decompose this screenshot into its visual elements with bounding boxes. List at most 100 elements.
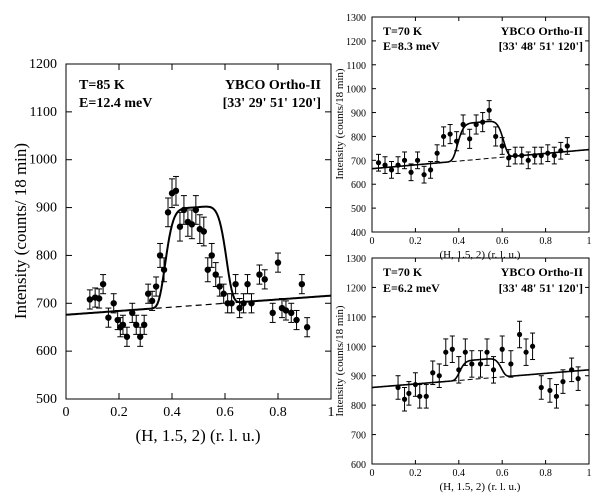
panel-bottom-right: 0 0.2 0.4 0.6 0.8 1 600 700 800 900 1000… — [334, 254, 592, 493]
annotation-temperature: T=85 K — [79, 78, 125, 93]
data-point — [269, 309, 276, 317]
tick-marks — [371, 16, 590, 233]
y-tick-label: 800 — [36, 248, 57, 263]
data-point — [298, 280, 306, 288]
data-point — [512, 152, 518, 159]
data-point — [86, 296, 94, 303]
data-point — [462, 349, 468, 355]
tick-marks — [371, 257, 590, 465]
data-point — [240, 300, 247, 307]
data-point — [454, 138, 460, 144]
data-point — [137, 333, 144, 340]
y-tick-label: 1300 — [346, 13, 366, 24]
data-point — [553, 393, 560, 399]
x-tick-label: 1 — [587, 236, 592, 247]
data-point — [140, 321, 148, 329]
data-point — [551, 152, 557, 159]
data-point — [382, 162, 388, 168]
x-tick-label: 0.2 — [409, 468, 422, 479]
x-tick-label: 0 — [370, 236, 375, 247]
y-axis-title: Intensity (counts/18 min) — [334, 68, 346, 180]
x-tick-label: 0 — [370, 468, 375, 479]
data-point — [523, 349, 529, 355]
x-tick-label: 0.4 — [453, 468, 466, 479]
data-point — [293, 316, 300, 324]
data-point — [236, 304, 243, 312]
x-tick-label: 0.2 — [110, 405, 128, 420]
data-point — [248, 300, 255, 307]
data-point — [133, 321, 140, 329]
plot-frame — [65, 63, 332, 400]
data-point — [160, 266, 168, 273]
x-tick-label: 0.6 — [496, 236, 509, 247]
data-point — [110, 300, 117, 307]
data-point — [152, 283, 160, 290]
data-point — [388, 167, 395, 173]
x-tick-label: 0 — [63, 405, 70, 420]
annotation-config: [33' 48' 51' 120'] — [499, 281, 583, 295]
y-tick-label: 800 — [351, 132, 366, 143]
data-point — [288, 309, 295, 317]
annotation-sample: YBCO Ortho-II — [501, 24, 584, 38]
y-tick-label: 400 — [351, 228, 366, 239]
y-tick-label: 1100 — [346, 313, 366, 324]
data-point — [261, 276, 268, 283]
y-tick-label: 800 — [351, 401, 366, 412]
data-point — [212, 271, 219, 278]
x-tick-label: 1 — [587, 468, 592, 479]
data-point — [148, 297, 156, 305]
data-point — [95, 295, 103, 302]
data-point — [123, 333, 131, 340]
x-tick-label: 0.8 — [539, 236, 552, 247]
annotation-config: [33' 29' 51' 120'] — [223, 96, 321, 111]
data-point — [114, 316, 121, 324]
data-point — [164, 209, 172, 216]
x-tick-label: 0.8 — [269, 405, 287, 420]
data-point — [188, 221, 196, 228]
data-point — [423, 393, 429, 399]
data-point — [144, 290, 152, 297]
data-point — [401, 157, 408, 163]
data-point — [208, 252, 215, 259]
data-point — [460, 121, 466, 128]
x-tick-label: 0.4 — [163, 405, 181, 420]
data-point — [192, 206, 200, 214]
x-tick-labels: 0 0.2 0.4 0.6 0.8 1 — [370, 236, 592, 247]
data-point — [220, 290, 227, 297]
data-point — [473, 121, 479, 128]
data-point — [172, 187, 180, 195]
data-point — [303, 324, 311, 331]
data-point — [467, 136, 473, 142]
y-tick-label: 1100 — [346, 61, 366, 72]
y-tick-label: 500 — [36, 392, 57, 407]
panel-top-right: 0 0.2 0.4 0.6 0.8 1 400 500 600 700 800 … — [334, 13, 592, 261]
data-point — [216, 283, 223, 290]
data-point — [443, 349, 449, 355]
y-tick-label: 1000 — [346, 342, 366, 353]
data-point — [506, 155, 512, 161]
data-point — [417, 393, 423, 399]
data-point — [274, 259, 282, 266]
y-tick-label: 700 — [351, 156, 366, 167]
y-tick-label: 600 — [36, 344, 57, 359]
data-point — [499, 143, 505, 149]
data-point — [412, 381, 418, 388]
y-tick-label: 900 — [351, 372, 366, 383]
x-tick-label: 0.4 — [453, 236, 466, 247]
data-point — [427, 167, 434, 173]
data-point — [282, 307, 290, 314]
annotation-temperature: T=70 K — [383, 24, 423, 38]
data-point — [119, 321, 127, 329]
y-tick-label: 600 — [351, 180, 366, 191]
y-tick-label: 700 — [351, 431, 366, 442]
x-tick-label: 1 — [328, 405, 335, 420]
data-point — [516, 331, 523, 338]
data-point — [525, 157, 531, 163]
data-point — [156, 252, 164, 259]
data-points — [395, 331, 581, 402]
x-axis-title: (H, 1.5, 2) (r. l. u.) — [135, 426, 260, 445]
data-point — [244, 280, 251, 288]
x-axis-title: (H, 1.5, 2) (r. l. u.) — [440, 481, 521, 493]
y-tick-label: 1000 — [29, 153, 57, 168]
data-point — [499, 346, 505, 352]
